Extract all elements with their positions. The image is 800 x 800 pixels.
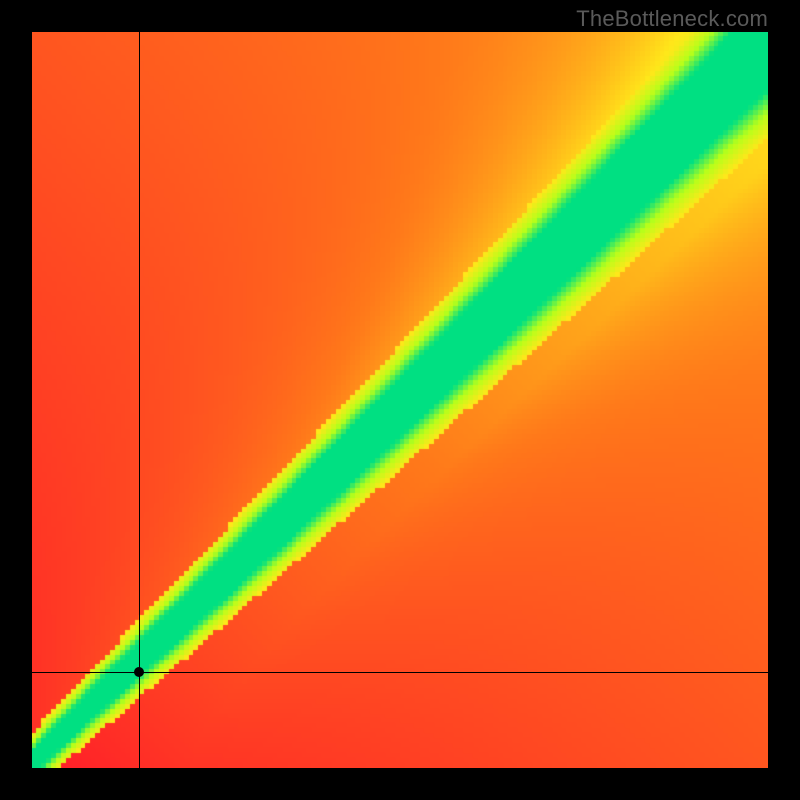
bottleneck-heatmap-canvas xyxy=(32,32,768,768)
watermark-text: TheBottleneck.com xyxy=(576,6,768,32)
plot-area xyxy=(32,32,768,768)
crosshair-marker xyxy=(134,667,144,677)
crosshair-vertical-line xyxy=(139,32,140,768)
chart-frame: TheBottleneck.com xyxy=(0,0,800,800)
